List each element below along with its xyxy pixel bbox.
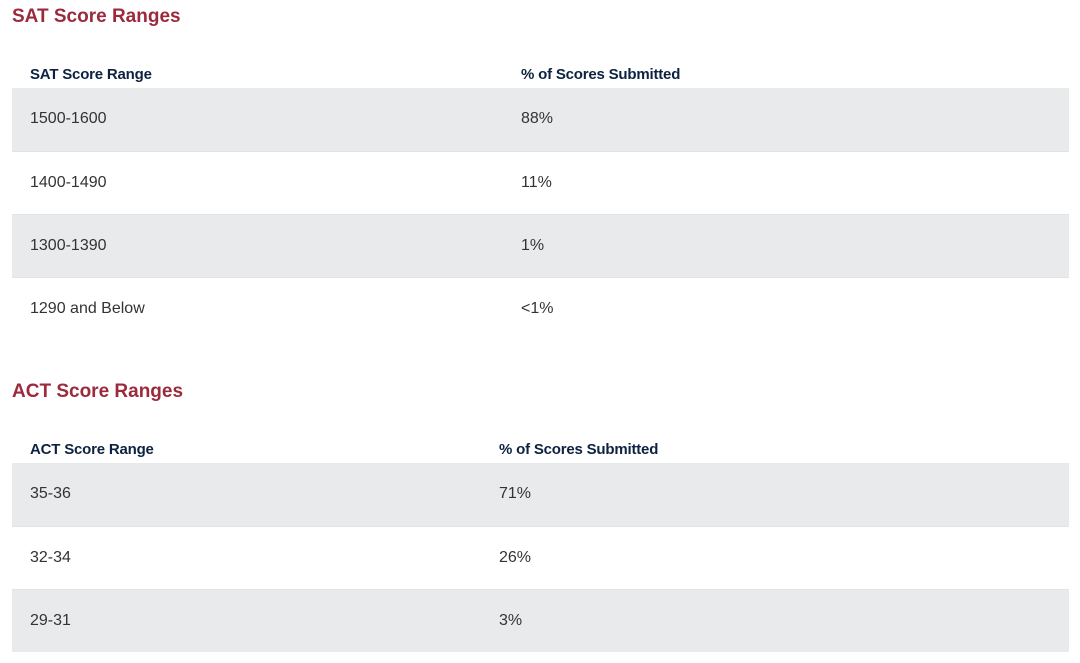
percent-cell: <1% <box>521 299 554 317</box>
percent-cell: 26% <box>499 548 532 566</box>
score-range-cell: 29-31 <box>30 611 71 629</box>
score-range-cell: 32-34 <box>30 548 71 566</box>
percent-cell: 71% <box>499 485 532 503</box>
percent-cell: 3% <box>499 611 523 629</box>
score-range-cell: 35-36 <box>30 485 71 503</box>
column-header-score-range: ACT Score Range <box>30 441 154 458</box>
table-row: 1500-1600 88% <box>12 88 1069 151</box>
score-range-cell: 1400-1490 <box>30 173 107 191</box>
table-row: 1290 and Below <1% <box>12 277 1069 340</box>
score-range-cell: 1500-1600 <box>30 110 107 128</box>
column-header-score-range: SAT Score Range <box>30 66 152 83</box>
score-range-cell: 1290 and Below <box>30 299 145 317</box>
table-row: 29-31 3% <box>12 589 1069 652</box>
sat-score-table: SAT Score Range % of Scores Submitted 15… <box>12 51 1069 340</box>
percent-cell: 1% <box>521 236 545 254</box>
sat-section-title: SAT Score Ranges <box>12 6 181 27</box>
table-row: 1400-1490 11% <box>12 151 1069 214</box>
table-header-row: ACT Score Range % of Scores Submitted <box>12 426 1069 463</box>
table-header-row: SAT Score Range % of Scores Submitted <box>12 51 1069 88</box>
percent-cell: 88% <box>521 110 554 128</box>
column-header-percent-submitted: % of Scores Submitted <box>521 66 681 83</box>
act-score-table: ACT Score Range % of Scores Submitted 35… <box>12 426 1069 652</box>
percent-cell: 11% <box>521 173 552 191</box>
score-range-cell: 1300-1390 <box>30 236 107 254</box>
act-section-title: ACT Score Ranges <box>12 381 184 402</box>
table-row: 35-36 71% <box>12 463 1069 526</box>
table-row: 32-34 26% <box>12 526 1069 589</box>
column-header-percent-submitted: % of Scores Submitted <box>499 441 659 458</box>
table-row: 1300-1390 1% <box>12 214 1069 277</box>
